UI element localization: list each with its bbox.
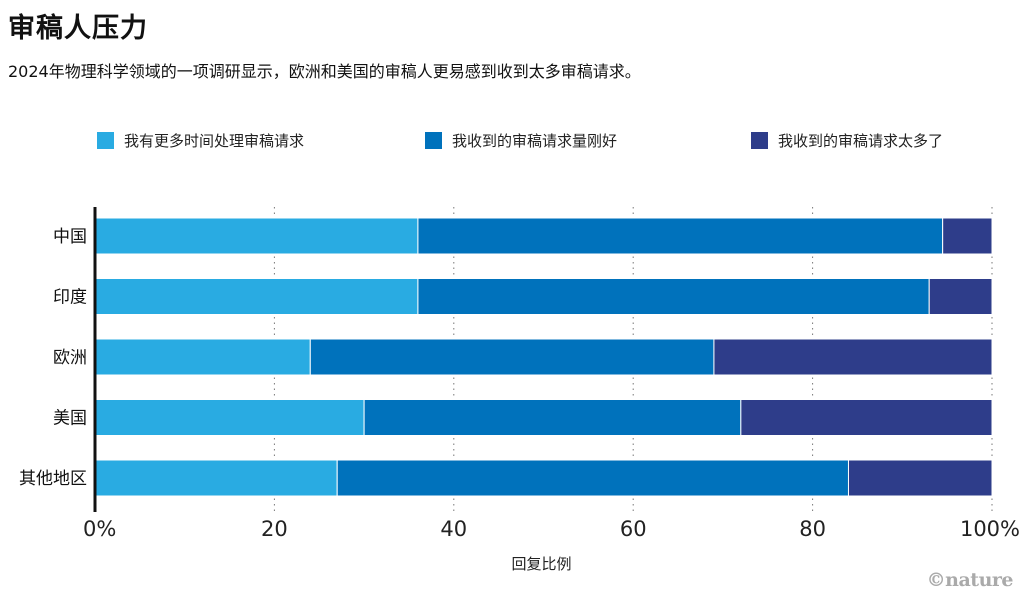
x-tick-label: 60 — [620, 517, 647, 541]
bar-segment — [309, 338, 715, 376]
legend-item-too-many: 我收到的审稿请求太多了 — [751, 130, 943, 150]
bar-segment — [94, 217, 419, 255]
x-tick-label: 80 — [799, 517, 826, 541]
bar-segment — [336, 459, 849, 497]
x-tick-label: 20 — [261, 517, 288, 541]
x-tick-label: 40 — [440, 517, 467, 541]
legend-item-more-time: 我有更多时间处理审稿请求 — [97, 130, 304, 150]
category-label: 其他地区 — [19, 469, 87, 489]
bar-segment — [928, 278, 993, 315]
bar-segment — [740, 399, 993, 436]
chart-subtitle: 2024年物理科学领域的一项调研显示，欧洲和美国的审稿人更易感到收到太多审稿请求… — [8, 62, 641, 81]
legend-item-just-right: 我收到的审稿请求量刚好 — [425, 130, 617, 150]
nature-logo: ©nature — [926, 569, 1014, 591]
category-label: 中国 — [53, 227, 87, 247]
category-label: 欧洲 — [53, 348, 87, 368]
x-axis-title: 回复比例 — [511, 555, 571, 573]
legend-label-just-right: 我收到的审稿请求量刚好 — [452, 131, 618, 150]
legend-swatch-just-right — [425, 131, 442, 149]
bar-segment — [94, 399, 365, 436]
bar-segment — [417, 278, 930, 315]
bar-segment — [94, 278, 419, 315]
bar-segment — [847, 459, 993, 497]
bar-segment — [94, 338, 311, 376]
category-label: 美国 — [53, 409, 87, 429]
legend-label-more-time: 我有更多时间处理审稿请求 — [124, 131, 305, 150]
bar-segment — [713, 338, 993, 376]
legend-label-too-many: 我收到的审稿请求太多了 — [778, 131, 944, 150]
legend-swatch-more-time — [97, 131, 114, 149]
x-tick-label: 0% — [83, 517, 116, 541]
chart-title: 审稿人压力 — [8, 13, 148, 44]
bar-segment — [94, 459, 338, 497]
bar-segment — [417, 217, 944, 255]
category-label: 印度 — [53, 288, 87, 308]
bar-segment — [363, 399, 742, 436]
legend-swatch-too-many — [751, 131, 768, 149]
bar-segment — [942, 217, 993, 255]
x-tick-label: 100% — [960, 517, 1019, 541]
